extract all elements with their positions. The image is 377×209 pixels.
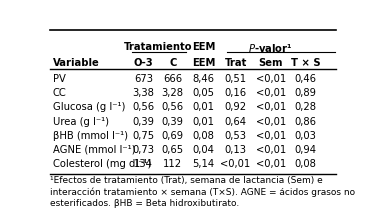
Text: 0,64: 0,64 [225,117,247,127]
Text: C: C [169,58,176,68]
Text: Sem: Sem [258,58,283,68]
Text: 0,05: 0,05 [192,88,215,98]
Text: <0,01: <0,01 [221,159,251,169]
Text: AGNE (mmol l⁻¹): AGNE (mmol l⁻¹) [53,145,135,155]
Text: 0,04: 0,04 [193,145,215,155]
Text: 0,16: 0,16 [225,88,247,98]
Text: Tratamiento: Tratamiento [124,42,192,52]
Text: <0,01: <0,01 [256,117,286,127]
Text: EEM: EEM [192,42,215,52]
Text: 0,86: 0,86 [295,117,317,127]
Text: 0,01: 0,01 [192,102,215,112]
Text: Variable: Variable [53,58,100,68]
Text: 0,53: 0,53 [225,131,247,141]
Text: O-3: O-3 [134,58,153,68]
Text: 0,46: 0,46 [295,74,317,84]
Text: Colesterol (mg dl⁻¹): Colesterol (mg dl⁻¹) [53,159,151,169]
Text: 0,89: 0,89 [295,88,317,98]
Text: 0,73: 0,73 [133,145,155,155]
Text: <0,01: <0,01 [256,145,286,155]
Text: βHB (mmol l⁻¹): βHB (mmol l⁻¹) [53,131,128,141]
Text: 134: 134 [134,159,153,169]
Text: 0,03: 0,03 [295,131,317,141]
Text: 8,46: 8,46 [192,74,215,84]
Text: 0,56: 0,56 [132,102,155,112]
Text: 0,69: 0,69 [162,131,184,141]
Text: T × S: T × S [291,58,320,68]
Text: CC: CC [53,88,67,98]
Text: 0,75: 0,75 [132,131,155,141]
Text: <0,01: <0,01 [256,102,286,112]
Text: 0,01: 0,01 [192,117,215,127]
Text: 0,08: 0,08 [193,131,215,141]
Text: 0,65: 0,65 [162,145,184,155]
Text: <0,01: <0,01 [256,131,286,141]
Text: EEM: EEM [192,58,215,68]
Text: <0,01: <0,01 [256,88,286,98]
Text: 5,14: 5,14 [192,159,215,169]
Text: 0,39: 0,39 [133,117,155,127]
Text: 3,38: 3,38 [133,88,155,98]
Text: Trat: Trat [224,58,247,68]
Text: 0,92: 0,92 [225,102,247,112]
Text: 673: 673 [134,74,153,84]
Text: <0,01: <0,01 [256,159,286,169]
Text: Glucosa (g l⁻¹): Glucosa (g l⁻¹) [53,102,125,112]
Text: 666: 666 [163,74,182,84]
Text: 112: 112 [163,159,182,169]
Text: $\it{P}$-valor¹: $\it{P}$-valor¹ [248,42,293,54]
Text: 0,51: 0,51 [225,74,247,84]
Text: PV: PV [53,74,66,84]
Text: 0,94: 0,94 [295,145,317,155]
Text: 0,28: 0,28 [295,102,317,112]
Text: <0,01: <0,01 [256,74,286,84]
Text: 0,13: 0,13 [225,145,247,155]
Text: 0,08: 0,08 [295,159,317,169]
Text: ¹Efectos de tratamiento (Trat), semana de lactancia (Sem) e interacción tratamie: ¹Efectos de tratamiento (Trat), semana d… [50,176,355,208]
Text: 0,39: 0,39 [162,117,184,127]
Text: 0,56: 0,56 [162,102,184,112]
Text: 3,28: 3,28 [162,88,184,98]
Text: Urea (g l⁻¹): Urea (g l⁻¹) [53,117,109,127]
